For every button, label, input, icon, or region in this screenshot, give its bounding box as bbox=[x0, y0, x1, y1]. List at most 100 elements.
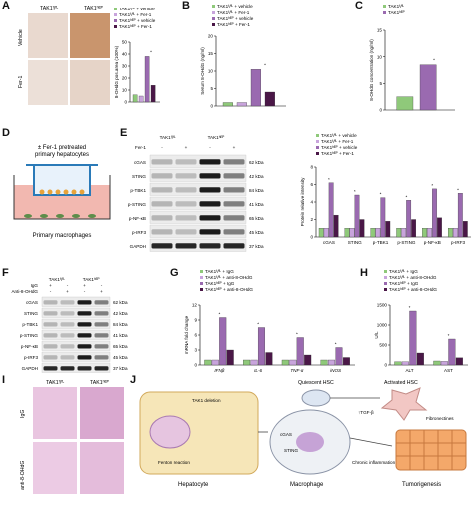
j-activated-cell bbox=[380, 387, 428, 421]
bar bbox=[396, 228, 402, 238]
panel-f: F TAK1ᶠ/ᶠᴸ TAK1ʰᴱᴾ IgG Anti-8-OHdG + - + - - + - + c… bbox=[0, 265, 160, 380]
panel-a-label: A bbox=[2, 0, 10, 12]
bar bbox=[265, 352, 273, 366]
blot-row-label: p-TBK1 bbox=[130, 188, 146, 193]
blot-row-label: GAPDH bbox=[130, 244, 146, 249]
bar bbox=[335, 347, 343, 366]
blot-band bbox=[60, 322, 75, 327]
blot-kda: 37 kDa bbox=[113, 366, 128, 371]
j-hepatocyte: Hepatocyte bbox=[178, 482, 209, 488]
blot-band bbox=[60, 333, 75, 338]
sig-star: * bbox=[409, 305, 411, 310]
x-tick-label: p-STING bbox=[397, 240, 416, 245]
blot-band bbox=[199, 187, 221, 193]
legend-label: TAK1ʰᴱᴾ + Fer-1 bbox=[119, 24, 152, 29]
a-micro-3 bbox=[28, 60, 68, 105]
blot-strip bbox=[149, 210, 247, 224]
legend-swatch bbox=[316, 140, 319, 143]
legend-swatch bbox=[200, 270, 203, 273]
blot-band bbox=[77, 366, 92, 371]
bar bbox=[406, 200, 412, 238]
y-tick-label: 10 bbox=[377, 54, 383, 59]
i-group-2: TAK1ʰᴱᴾ bbox=[90, 380, 110, 386]
sig-star: * bbox=[328, 177, 330, 182]
bar bbox=[427, 228, 432, 238]
blot-band bbox=[60, 366, 75, 371]
bar bbox=[394, 361, 402, 366]
bar bbox=[257, 327, 265, 366]
panel-c: C 0 5 10 15 8-OHdG concentration (ng/ml) * TAK… bbox=[355, 0, 474, 125]
blot-kda: 41 kDa bbox=[249, 202, 264, 207]
bar bbox=[349, 228, 355, 238]
blot-strip bbox=[149, 154, 247, 168]
y-tick-label: 10 bbox=[208, 69, 214, 74]
blot-band bbox=[94, 300, 109, 305]
blot-kda: 84 kDa bbox=[113, 322, 128, 327]
blot-sign: - bbox=[50, 289, 52, 294]
blot-kda: 84 kDa bbox=[249, 188, 264, 193]
blot-kda: 65 kDa bbox=[113, 344, 128, 349]
panel-d: D ± Fer-1 pretreated primary hepatocytes… bbox=[0, 125, 120, 265]
sig-star: * bbox=[218, 312, 220, 317]
legend-label: TAK1ᶠ/ᶠᴸ + vehicle bbox=[321, 133, 357, 138]
blot-band bbox=[151, 187, 173, 193]
a-group-1: TAK1ᶠ/ᶠᴸ bbox=[40, 6, 58, 12]
j-tumor-cells bbox=[395, 429, 467, 471]
y-tick-label: 30 bbox=[122, 64, 128, 69]
legend-label: TAK1ᶠ/ᶠᴸ + Fer-1 bbox=[119, 12, 152, 17]
panel-a-figure: TAK1ᶠ/ᶠᴸ TAK1ʰᴱᴾ Vehicle Fer-1 bbox=[18, 6, 110, 105]
blot-sign: - bbox=[84, 289, 86, 294]
blot-row-label: p-NF-κB bbox=[129, 216, 146, 221]
blot-band bbox=[77, 322, 92, 327]
blot-band bbox=[151, 229, 173, 235]
blot-band bbox=[151, 159, 173, 165]
d-bottom-text: Primary macrophages bbox=[33, 233, 92, 239]
y-tick-label: 3 bbox=[194, 348, 197, 353]
bar bbox=[323, 228, 329, 238]
blot-band bbox=[94, 333, 109, 338]
y-tick-label: 9 bbox=[194, 318, 197, 323]
panel-h: H 0 500 1000 1500 U/L ALT * AST * TAK1ᶠ/ᶠᴸ + IgG T… bbox=[360, 265, 474, 380]
panel-e: E TAK1ᶠ/ᶠᴸ TAK1ʰᴱᴾ Fer-1 - + - + cGAS 62 kDa STIN… bbox=[120, 125, 474, 265]
j-fenton: Fenton reaction bbox=[158, 460, 190, 465]
bar bbox=[281, 359, 289, 366]
legend-swatch bbox=[384, 288, 387, 291]
blot-row-label: GAPDH bbox=[22, 366, 38, 371]
bar bbox=[138, 95, 144, 103]
x-tick-label: IL-6 bbox=[254, 368, 262, 373]
blot-band bbox=[60, 311, 75, 316]
blot-band bbox=[43, 322, 58, 327]
legend-swatch bbox=[316, 152, 319, 155]
b-chart: 0 5 10 15 20 Serum 8-OHdG (ng/ml) * TAK1ᶠ/ᶠᴸ + … bbox=[200, 4, 286, 109]
i-micro-2 bbox=[80, 387, 124, 439]
legend-label: TAK1ᶠ/ᶠᴸ + IgG bbox=[205, 269, 234, 274]
bar bbox=[318, 228, 324, 238]
j-tak1: TAK1 deletion bbox=[192, 398, 221, 403]
bar bbox=[457, 193, 463, 238]
panel-c-label: C bbox=[355, 0, 363, 12]
blot-row-label: p-IRF3 bbox=[132, 230, 146, 235]
j-quiescent-cell bbox=[301, 389, 331, 407]
d-diagram: ± Fer-1 pretreated primary hepatocytes P… bbox=[13, 145, 111, 239]
j-tumorigenesis: Tumorigenesis bbox=[402, 482, 441, 488]
sig-star: * bbox=[257, 322, 259, 327]
legend-swatch bbox=[200, 276, 203, 279]
legend-label: TAK1ᶠ/ᶠᴸ + IgG bbox=[389, 269, 418, 274]
y-tick-label: 5 bbox=[379, 81, 382, 86]
blot-group-1: TAK1ᶠ/ᶠᴸ bbox=[160, 135, 177, 140]
d-cells bbox=[24, 189, 96, 218]
panel-a: A TAK1ᶠ/ᶠᴸ TAK1ʰᴱᴾ Vehicle Fer-1 0 10 20 30… bbox=[0, 0, 160, 125]
y-tick-label: 5 bbox=[210, 86, 213, 91]
y-tick-label: 50 bbox=[122, 40, 128, 45]
blot-group-1: TAK1ᶠ/ᶠᴸ bbox=[49, 277, 66, 282]
blot-band bbox=[223, 201, 245, 207]
blot-kda: 65 kDa bbox=[249, 216, 264, 221]
blot-band bbox=[175, 243, 197, 249]
bar bbox=[304, 354, 312, 366]
bar bbox=[448, 338, 456, 366]
blot-band bbox=[43, 344, 58, 349]
blot-band bbox=[199, 215, 221, 221]
i-micro-3 bbox=[33, 442, 77, 494]
legend-label: TAK1ʰᴱᴾ + anti-8-OHdG bbox=[205, 287, 253, 292]
